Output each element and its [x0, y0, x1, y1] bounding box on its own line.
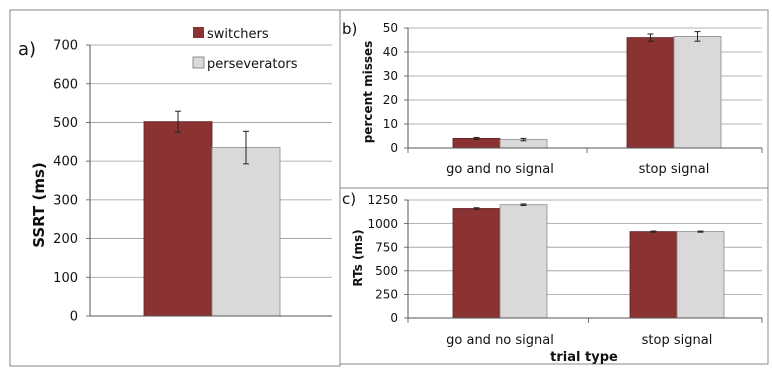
panel-c-xtick-label: go and no signal: [446, 333, 554, 348]
panel-b-ytick-label: 50: [383, 21, 398, 35]
panel-c: 0 250 500 750 1000 1250 go and no signal stop …: [342, 190, 763, 365]
panel-a-bar-switchers: [143, 121, 213, 317]
panel-b-ytick-label: 40: [383, 45, 398, 59]
panel-b-bars: [452, 31, 722, 149]
panel-a-yticks: 0 100 200 300 400 500 600 700: [53, 39, 90, 325]
panel-c-bar-switchers: [452, 208, 501, 319]
panel-a-ylabel: SSRT (ms): [30, 162, 48, 248]
panel-a-ytick-label: 500: [53, 116, 78, 131]
panel-a-ytick-label: 100: [53, 271, 78, 286]
panel-a-ytick-label: 400: [53, 155, 78, 170]
panel-a-ytick-label: 700: [53, 39, 78, 54]
panel-a-ytick-label: 0: [70, 310, 78, 325]
panel-c-ytick-label: 500: [375, 264, 398, 278]
figure-frame: [9, 9, 769, 367]
panel-c-ylabel: RTs (ms): [351, 229, 365, 286]
panel-c-bar-perseverators: [499, 204, 548, 319]
panel-a-ytick-label: 300: [53, 193, 78, 208]
panel-b-xtick-label: stop signal: [639, 162, 710, 177]
panel-b-xticks: go and no signal stop signal: [407, 148, 763, 177]
panel-a-ytick-label: 600: [53, 77, 78, 92]
panel-b-yticks: 0 10 20 30 40 50: [383, 21, 408, 155]
panel-c-axes: [407, 200, 762, 319]
legend-swatch-switchers: [193, 27, 204, 38]
panel-c-ytick-label: 0: [390, 311, 398, 325]
panel-b-ylabel: percent misses: [361, 41, 375, 144]
panel-b-bar-perseverators: [673, 36, 722, 149]
panel-c-yticks: 0 250 500 750 1000 1250: [367, 193, 408, 325]
panel-a-ytick-label: 200: [53, 232, 78, 247]
panel-b-ytick-label: 0: [390, 141, 398, 155]
panel-c-bar-switchers: [629, 231, 678, 319]
panel-b-ytick-label: 20: [383, 93, 398, 107]
panel-a-bars: [143, 110, 281, 317]
panel-c-label: c): [342, 190, 356, 208]
panel-b-ytick-label: 30: [383, 69, 398, 83]
panel-b-xtick-label: go and no signal: [446, 162, 554, 177]
legend: switchers perseverators: [192, 27, 298, 72]
panel-c-xtick-label: stop signal: [642, 333, 713, 348]
panel-b-bar-switchers: [626, 37, 675, 149]
legend-label-switchers: switchers: [207, 27, 269, 42]
panel-c-ytick-label: 250: [375, 288, 398, 302]
panel-a-axes: [89, 45, 332, 317]
panel-b-axes: [407, 28, 762, 149]
panel-a-bar-perseverators: [211, 147, 281, 317]
legend-label-perseverators: perseverators: [207, 57, 298, 72]
panel-c-ytick-label: 750: [375, 240, 398, 254]
panel-c-xlabel: trial type: [550, 350, 618, 365]
panel-a: 0 100 200 300 400 500 600 700 a) SSRT (ms) swit…: [18, 27, 332, 325]
legend-swatch-perseverators: [192, 56, 205, 69]
panel-c-ytick-label: 1250: [367, 193, 398, 207]
panel-b-ytick-label: 10: [383, 117, 398, 131]
panel-c-xticks: go and no signal stop signal: [407, 318, 763, 348]
panel-c-bars: [452, 203, 725, 319]
panel-a-label: a): [18, 39, 36, 60]
panel-c-bar-perseverators: [676, 231, 725, 319]
panel-c-ytick-label: 1000: [367, 217, 398, 231]
panel-b-label: b): [342, 20, 357, 38]
